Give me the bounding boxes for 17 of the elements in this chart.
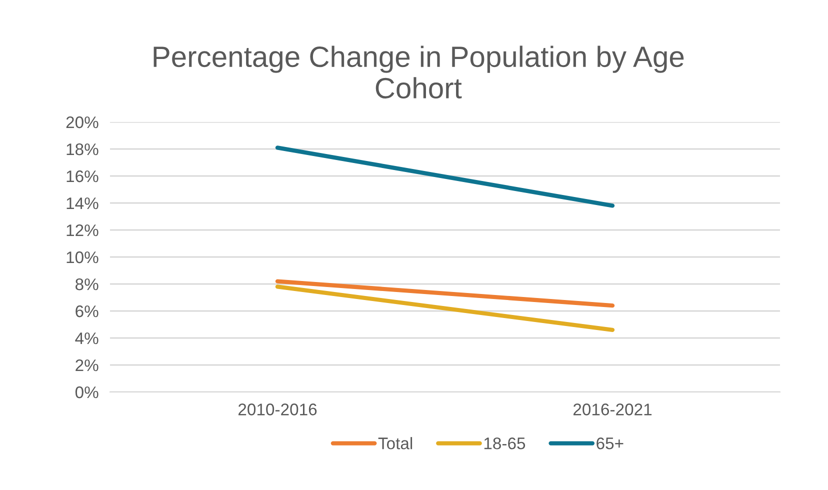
y-tick-label: 14% [66, 197, 98, 210]
y-tick-label: 12% [66, 224, 98, 236]
y-tick-label: 16% [66, 170, 98, 182]
y-tick-label: 2% [76, 359, 98, 372]
y-tick-label: 20% [66, 116, 98, 128]
y-tick-label: 0% [75, 386, 98, 398]
chart-title: Percentage Change in Population by Age Cohort [154, 46, 684, 99]
legend-label: Total [378, 437, 412, 450]
y-tick-label: 4% [75, 332, 98, 344]
y-tick-label: 10% [66, 251, 98, 264]
x-tick-label: 2010-2016 [238, 404, 317, 416]
legend-label: 65+ [596, 438, 624, 450]
x-tick-label: 2016-2021 [573, 404, 652, 416]
legend-label: 18-65 [484, 438, 526, 450]
y-tick-label: 18% [66, 143, 98, 156]
y-tick-label: 6% [76, 305, 98, 318]
y-tick-label: 8% [76, 278, 98, 290]
